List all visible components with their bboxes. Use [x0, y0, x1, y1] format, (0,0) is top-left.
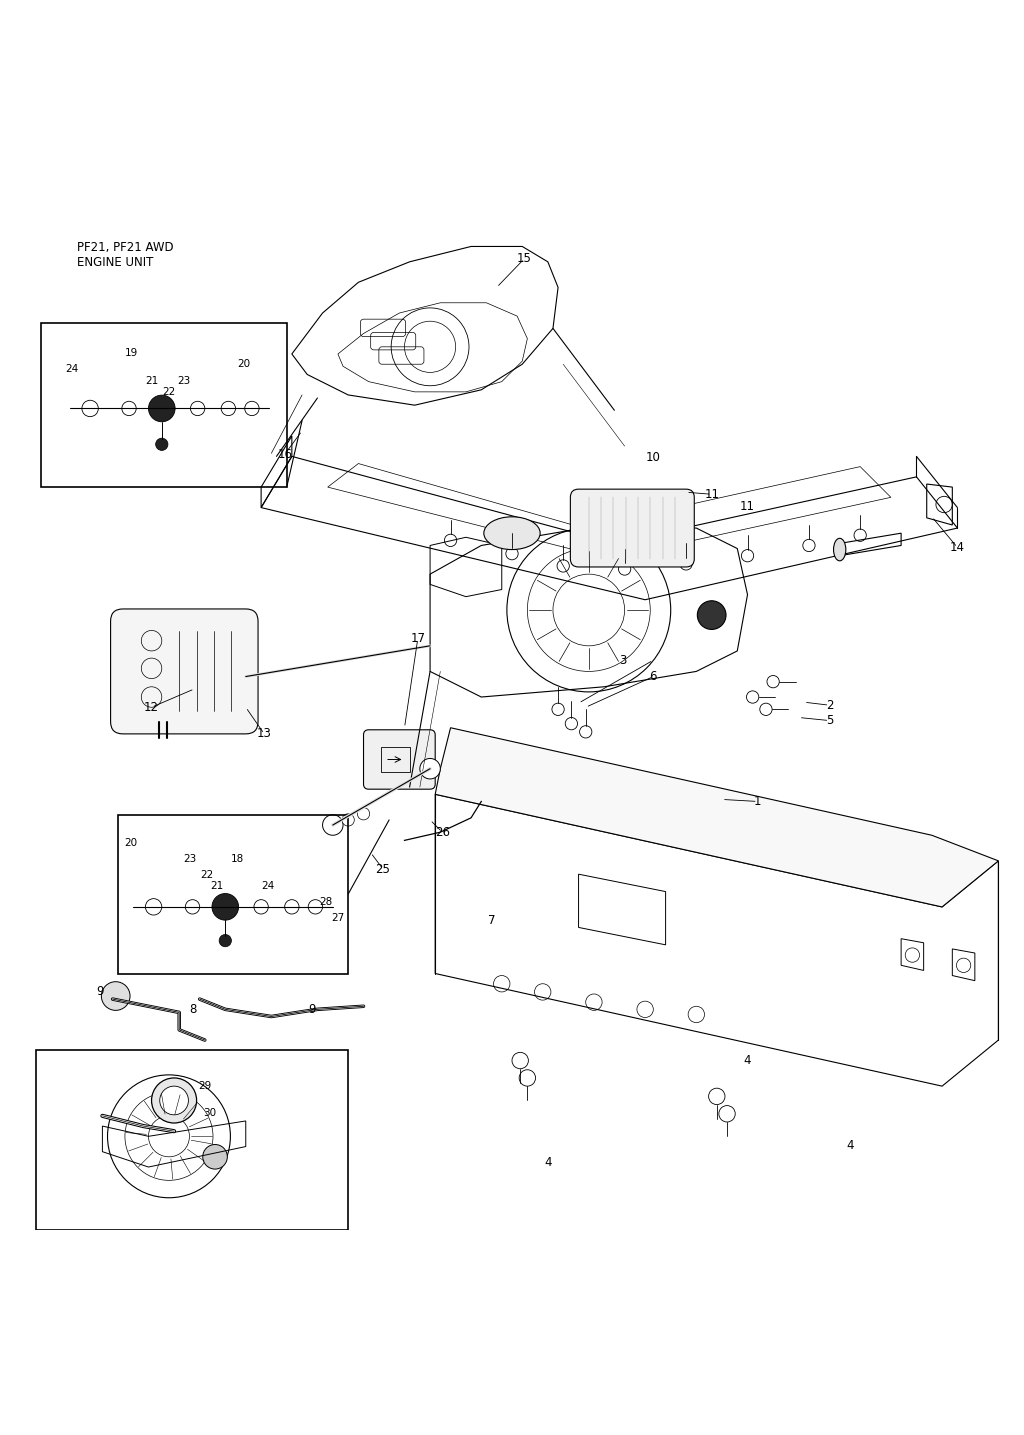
Circle shape — [145, 898, 162, 916]
Circle shape — [680, 558, 692, 570]
Circle shape — [420, 759, 440, 779]
Circle shape — [203, 1145, 227, 1170]
Text: 7: 7 — [487, 914, 496, 927]
Circle shape — [557, 560, 569, 573]
Text: 22: 22 — [201, 870, 213, 880]
Text: 20: 20 — [238, 359, 250, 369]
Circle shape — [342, 814, 354, 827]
Circle shape — [803, 540, 815, 551]
Text: 10: 10 — [646, 451, 660, 464]
Text: 24: 24 — [262, 881, 274, 891]
Circle shape — [709, 1088, 725, 1105]
Bar — [41, 323, 287, 486]
Text: 15: 15 — [517, 253, 531, 265]
Circle shape — [552, 703, 564, 716]
Text: PF21, PF21 AWD
ENGINE UNIT: PF21, PF21 AWD ENGINE UNIT — [77, 241, 173, 270]
Text: 28: 28 — [319, 897, 332, 907]
Text: 6: 6 — [649, 670, 657, 683]
Circle shape — [190, 402, 205, 416]
Text: 13: 13 — [257, 728, 271, 740]
Text: 26: 26 — [435, 825, 450, 838]
Circle shape — [519, 1069, 536, 1086]
Text: 23: 23 — [183, 854, 196, 864]
Text: 19: 19 — [125, 347, 137, 357]
FancyBboxPatch shape — [570, 489, 694, 567]
Polygon shape — [435, 728, 998, 907]
Circle shape — [152, 1078, 197, 1124]
Text: 2: 2 — [825, 699, 834, 712]
FancyBboxPatch shape — [111, 608, 258, 733]
Circle shape — [308, 900, 323, 914]
Circle shape — [285, 900, 299, 914]
Circle shape — [122, 402, 136, 416]
Text: 4: 4 — [846, 1139, 854, 1152]
FancyBboxPatch shape — [364, 730, 435, 789]
Circle shape — [506, 548, 518, 560]
Text: 30: 30 — [204, 1108, 216, 1118]
Circle shape — [767, 676, 779, 687]
Text: 21: 21 — [145, 376, 158, 386]
Circle shape — [618, 563, 631, 575]
Text: 27: 27 — [332, 913, 344, 923]
Circle shape — [156, 438, 168, 451]
Text: 11: 11 — [705, 488, 719, 501]
Circle shape — [245, 402, 259, 416]
Text: 16: 16 — [278, 448, 292, 461]
Text: 11: 11 — [740, 499, 755, 514]
Text: 14: 14 — [950, 541, 965, 554]
Text: 29: 29 — [199, 1081, 211, 1091]
Text: 18: 18 — [231, 854, 244, 864]
Circle shape — [254, 900, 268, 914]
Text: 17: 17 — [411, 633, 425, 646]
Text: 20: 20 — [125, 838, 137, 848]
Bar — [36, 1050, 348, 1230]
Circle shape — [219, 934, 231, 947]
Text: 12: 12 — [144, 700, 159, 713]
Circle shape — [565, 718, 578, 730]
Text: 3: 3 — [618, 654, 627, 667]
Circle shape — [357, 808, 370, 819]
Circle shape — [746, 690, 759, 703]
Circle shape — [444, 534, 457, 547]
Circle shape — [741, 550, 754, 563]
Text: 9: 9 — [308, 1003, 316, 1016]
Text: 4: 4 — [743, 1055, 752, 1068]
Circle shape — [82, 400, 98, 416]
Text: 25: 25 — [376, 862, 390, 875]
Circle shape — [212, 894, 239, 920]
Circle shape — [580, 726, 592, 738]
Text: 1: 1 — [754, 795, 762, 808]
Ellipse shape — [834, 538, 846, 561]
Text: 23: 23 — [178, 376, 190, 386]
Text: 9: 9 — [96, 986, 104, 999]
Circle shape — [221, 402, 236, 416]
Circle shape — [512, 1052, 528, 1069]
Bar — [118, 815, 348, 973]
Circle shape — [185, 900, 200, 914]
Circle shape — [854, 530, 866, 541]
Circle shape — [719, 1105, 735, 1122]
Circle shape — [101, 982, 130, 1010]
Circle shape — [760, 703, 772, 716]
Text: 21: 21 — [211, 881, 223, 891]
Text: 5: 5 — [825, 715, 834, 728]
Circle shape — [148, 395, 175, 422]
Bar — [381, 748, 410, 772]
Circle shape — [160, 1086, 188, 1115]
Text: 22: 22 — [163, 387, 175, 397]
Text: 8: 8 — [188, 1003, 197, 1016]
Text: 4: 4 — [544, 1157, 552, 1170]
Ellipse shape — [483, 517, 541, 550]
Circle shape — [323, 815, 343, 835]
Circle shape — [697, 601, 726, 630]
Text: 24: 24 — [66, 364, 78, 375]
